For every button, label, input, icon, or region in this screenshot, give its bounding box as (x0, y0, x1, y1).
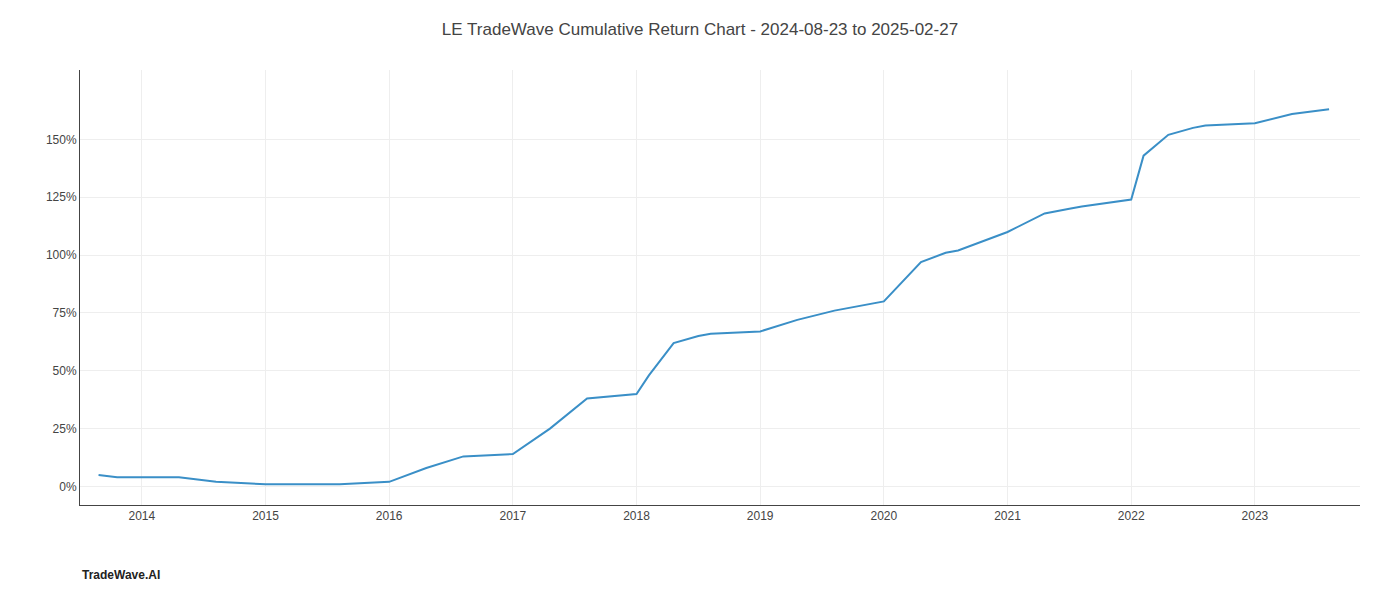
svg-text:50%: 50% (53, 364, 77, 378)
svg-text:2014: 2014 (128, 509, 155, 523)
svg-text:0%: 0% (59, 480, 77, 494)
svg-text:2015: 2015 (252, 509, 279, 523)
svg-text:2021: 2021 (994, 509, 1021, 523)
svg-text:2017: 2017 (499, 509, 526, 523)
svg-text:150%: 150% (46, 133, 77, 147)
svg-text:2019: 2019 (747, 509, 774, 523)
svg-text:100%: 100% (46, 248, 77, 262)
svg-text:LE TradeWave Cumulative Return: LE TradeWave Cumulative Return Chart - 2… (442, 20, 958, 39)
svg-text:2020: 2020 (871, 509, 898, 523)
svg-text:2018: 2018 (623, 509, 650, 523)
svg-text:TradeWave.AI: TradeWave.AI (82, 568, 160, 582)
svg-text:2022: 2022 (1118, 509, 1145, 523)
svg-text:25%: 25% (53, 422, 77, 436)
svg-text:75%: 75% (53, 306, 77, 320)
svg-text:2016: 2016 (376, 509, 403, 523)
svg-text:2023: 2023 (1242, 509, 1269, 523)
svg-text:125%: 125% (46, 190, 77, 204)
